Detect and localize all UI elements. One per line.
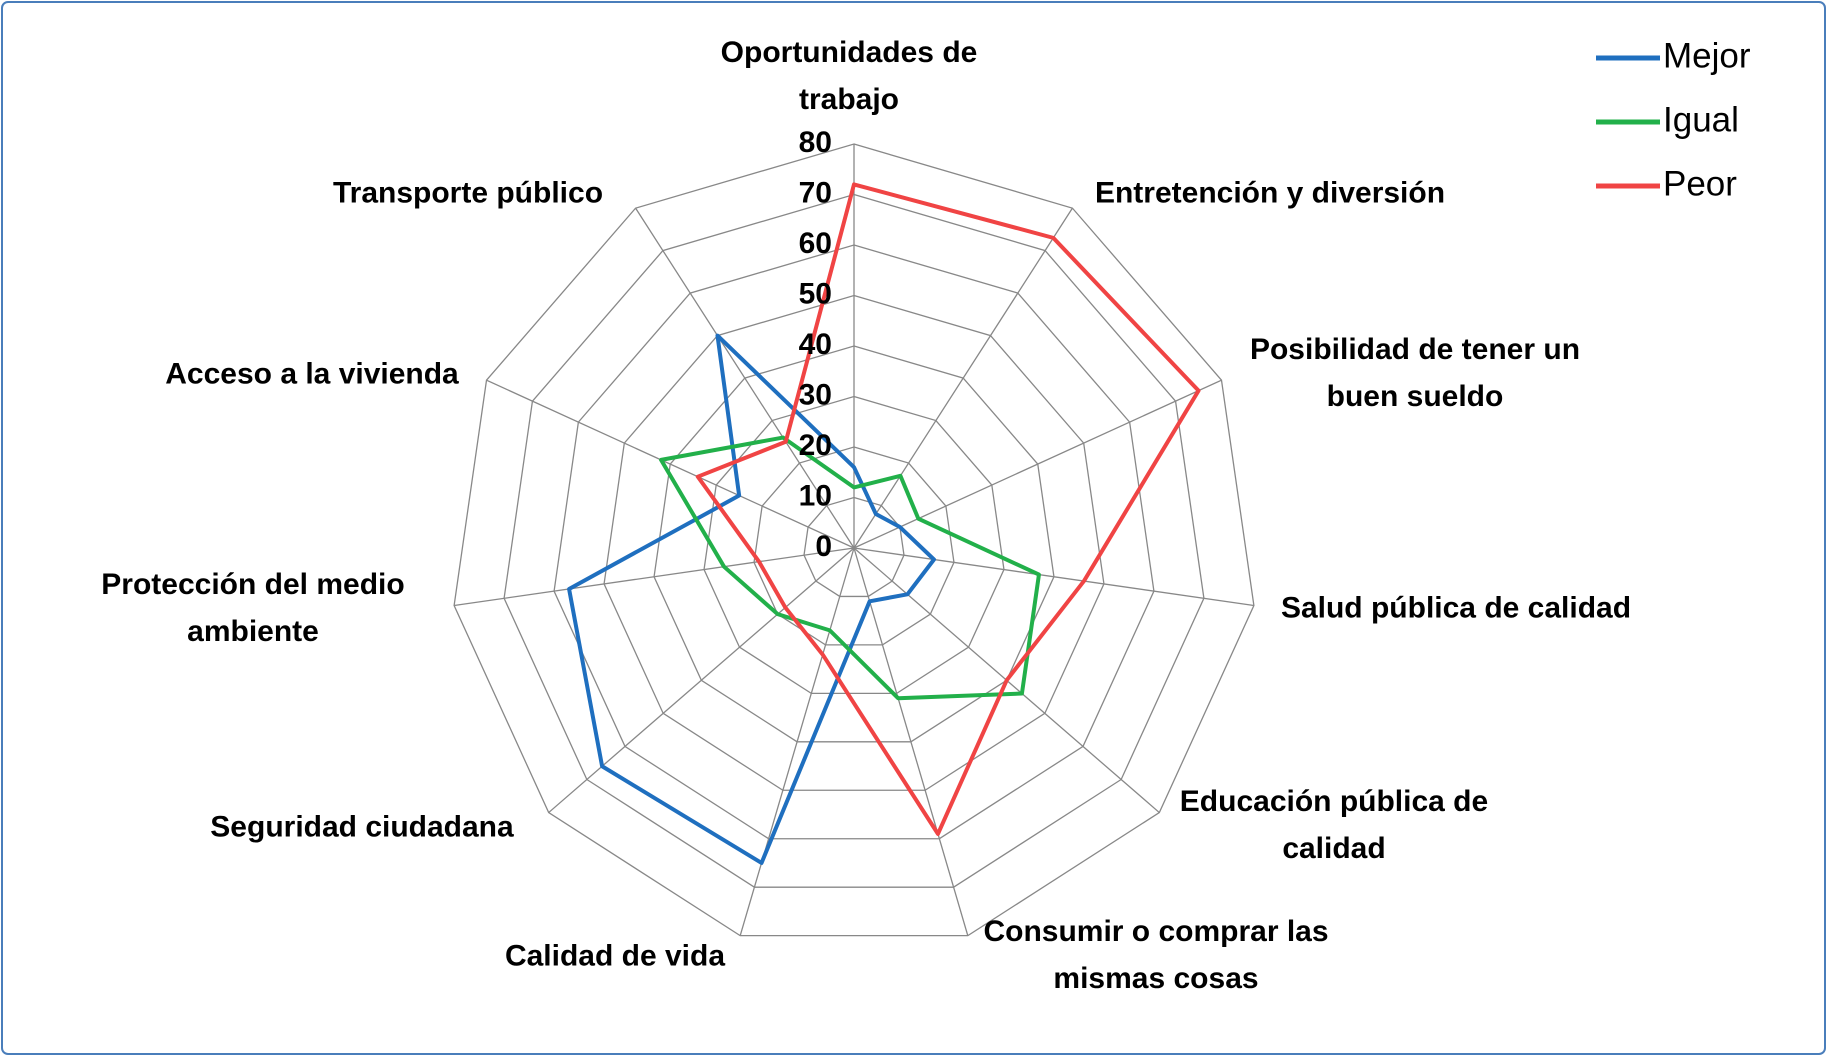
y-tick-label: 60: [799, 227, 832, 260]
spoke: [853, 379, 1222, 549]
grid-ring: [603, 294, 1105, 791]
grid-ring: [703, 395, 1005, 695]
category-label: Educación pública de calidad: [1179, 785, 1489, 865]
spoke: [739, 547, 855, 936]
y-tick-label: 80: [799, 126, 832, 159]
category-label: Seguridad ciudadana: [210, 810, 514, 844]
y-tick-label: 70: [799, 176, 832, 209]
series-line: [567, 333, 936, 865]
grid-ring: [503, 193, 1205, 888]
series-line: [695, 182, 1201, 836]
category-label: Calidad de vida: [504, 939, 726, 973]
category-label: Entretención y diversión: [1094, 176, 1446, 210]
y-tick-label: 40: [799, 328, 832, 361]
spoke: [454, 547, 855, 607]
category-label: Protección del medio ambiente: [101, 568, 405, 648]
legend-label: Igual: [1663, 100, 1739, 139]
y-tick-label: 20: [799, 429, 832, 462]
category-label: Acceso a la vivienda: [165, 357, 459, 391]
category-label: Consumir o comprar las mismas cosas: [983, 915, 1329, 995]
grid-ring: [653, 345, 1055, 743]
series-line: [659, 435, 1041, 701]
y-tick-label: 10: [799, 479, 832, 512]
spoke: [853, 547, 1254, 607]
category-label: Transporte público: [332, 176, 604, 210]
legend-label: Peor: [1663, 164, 1737, 203]
category-label: Oportunidades de trabajo: [720, 36, 978, 116]
grid-ring: [553, 244, 1155, 840]
grid-ring: [753, 446, 955, 646]
y-tick-label: 50: [799, 277, 832, 310]
spoke: [853, 547, 969, 936]
grid-ring: [453, 143, 1255, 937]
category-label: Posibilidad de tener un buen sueldo: [1249, 333, 1581, 413]
spoke: [853, 207, 1073, 549]
y-tick-label: 30: [799, 378, 832, 411]
category-label: Salud pública de calidad: [1280, 591, 1632, 625]
spoke: [486, 379, 855, 549]
y-tick-label: 0: [815, 530, 832, 563]
legend-label: Mejor: [1663, 36, 1751, 75]
spoke: [548, 547, 855, 814]
spoke: [635, 207, 855, 549]
